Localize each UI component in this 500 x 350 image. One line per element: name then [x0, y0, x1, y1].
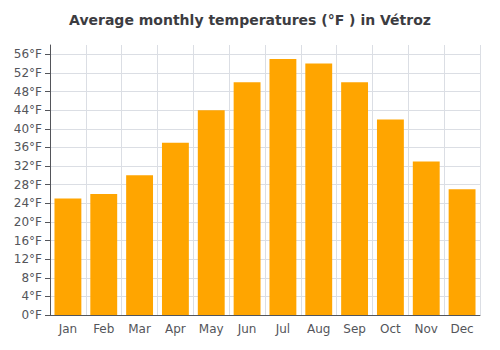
- svg-text:Mar: Mar: [128, 322, 151, 336]
- svg-text:40°F: 40°F: [14, 122, 42, 136]
- svg-text:Nov: Nov: [415, 322, 438, 336]
- svg-text:0°F: 0°F: [21, 308, 42, 322]
- svg-text:May: May: [199, 322, 224, 336]
- svg-text:Aug: Aug: [307, 322, 330, 336]
- svg-text:12°F: 12°F: [14, 252, 42, 266]
- svg-text:Jan: Jan: [58, 322, 78, 336]
- svg-text:Apr: Apr: [165, 322, 186, 336]
- svg-text:Feb: Feb: [93, 322, 114, 336]
- svg-text:20°F: 20°F: [14, 215, 42, 229]
- svg-text:24°F: 24°F: [14, 196, 42, 210]
- svg-text:Jun: Jun: [237, 322, 257, 336]
- svg-text:32°F: 32°F: [14, 159, 42, 173]
- svg-text:16°F: 16°F: [14, 234, 42, 248]
- svg-text:8°F: 8°F: [21, 271, 42, 285]
- svg-text:Average monthly temperatures (: Average monthly temperatures (°F ) in Vé…: [69, 12, 431, 28]
- svg-text:Sep: Sep: [343, 322, 366, 336]
- svg-text:56°F: 56°F: [14, 47, 42, 61]
- svg-text:48°F: 48°F: [14, 85, 42, 99]
- svg-text:52°F: 52°F: [14, 66, 42, 80]
- svg-text:28°F: 28°F: [14, 178, 42, 192]
- svg-text:Jul: Jul: [275, 322, 290, 336]
- svg-text:4°F: 4°F: [21, 289, 42, 303]
- svg-text:44°F: 44°F: [14, 103, 42, 117]
- svg-text:Dec: Dec: [450, 322, 473, 336]
- svg-text:36°F: 36°F: [14, 140, 42, 154]
- svg-text:Oct: Oct: [380, 322, 401, 336]
